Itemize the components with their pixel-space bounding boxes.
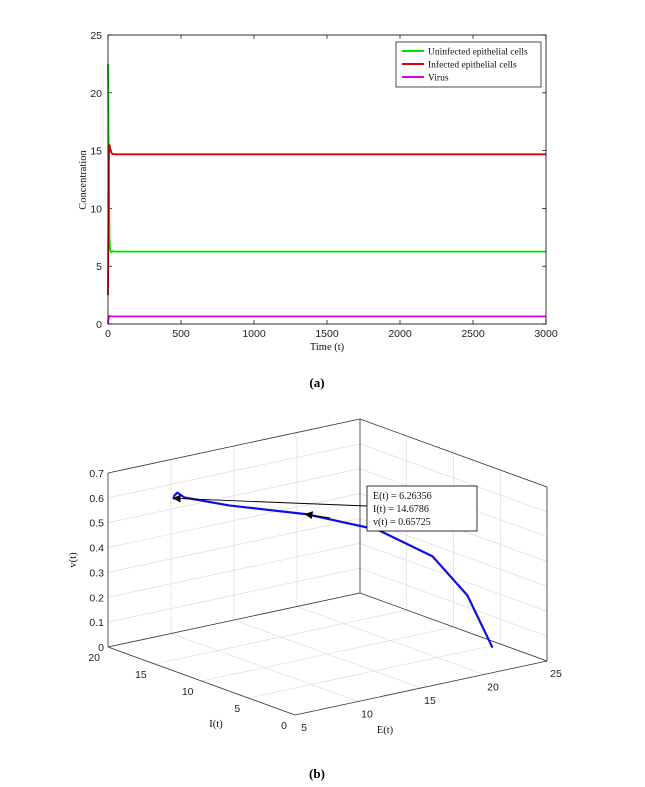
x-tick-label: 500	[172, 328, 190, 340]
direction-arrow	[304, 511, 331, 520]
grid-line-floor-i	[248, 643, 501, 699]
i-tick-label: 0	[281, 720, 287, 732]
z-tick-label: 0.6	[89, 493, 104, 505]
series-line-0	[107, 63, 546, 254]
y-tick-label: 5	[96, 261, 102, 273]
chart-a-tick-labels: 0 500 1000 1500 2000 2500 3000 0 5 10 15 20 25	[90, 30, 558, 340]
i-tick-label: 10	[182, 686, 194, 698]
axis-edge	[107, 646, 296, 716]
annotation-box	[366, 485, 478, 532]
chart-a-xlabel: Time (t)	[310, 342, 345, 353]
trajectory-line	[172, 491, 494, 648]
e-tick-label: 10	[361, 709, 373, 721]
y-tick-label: 25	[90, 30, 102, 42]
series-line-1	[107, 143, 546, 296]
z-tick-label: 0.5	[89, 518, 104, 530]
axis-edge	[107, 592, 361, 648]
x-tick-label: 2500	[461, 328, 485, 340]
e-tick-label: 25	[550, 668, 562, 680]
annotation-arrow	[172, 494, 368, 507]
z-tick-label: 0.4	[89, 543, 104, 555]
chart-b-xlabel: E(t)	[377, 725, 394, 736]
axis-edge	[294, 660, 548, 716]
e-tick-label: 20	[487, 682, 499, 694]
y-tick-label: 0	[96, 319, 102, 331]
caption-a: (a)	[309, 375, 324, 390]
chart-b-ylabel: I(t)	[209, 719, 223, 730]
chart-b-grid	[107, 418, 548, 716]
annotation-line-v: v(t) = 0.65725	[373, 517, 431, 528]
z-tick-label: 0.7	[89, 468, 104, 480]
legend-label-1: Infected epithelial cells	[428, 60, 517, 71]
z-tick-label: 0.3	[89, 567, 104, 579]
grid-line-floor-i	[154, 609, 407, 665]
legend-label-0: Uninfected epithelial cells	[428, 47, 528, 58]
x-tick-label: 3000	[534, 328, 558, 340]
chart-b: 00.10.20.30.40.50.60.705101520510152025 …	[68, 418, 562, 781]
axis-edge	[359, 592, 548, 662]
x-tick-label: 0	[105, 328, 111, 340]
grid-line-floor-i	[201, 626, 454, 682]
z-tick-label: 0	[98, 642, 104, 654]
chart-b-tick-labels: 0 0.1 0.2 0.3 0.4 0.5 0.6 0.7 0 5 10 15 20 5 10 15 20 25	[88, 468, 562, 734]
axis-edge	[107, 418, 361, 474]
e-tick-label: 5	[301, 722, 307, 734]
chart-a-series	[107, 63, 546, 324]
z-tick-label: 0.1	[89, 617, 104, 629]
caption-b: (b)	[309, 766, 325, 781]
y-tick-label: 20	[90, 88, 102, 100]
chart-a-frame	[107, 34, 547, 325]
chart-a-ylabel: Concentration	[78, 150, 89, 210]
z-tick-label: 0.2	[89, 592, 104, 604]
chart-a: 0 500 1000 1500 2000 2500 3000 0 5 10 15 20 25 Time …	[78, 30, 558, 390]
chart-b-zlabel: v(t)	[68, 552, 79, 568]
y-tick-label: 15	[90, 146, 102, 158]
e-tick-label: 15	[424, 695, 436, 707]
legend-items: Uninfected epithelial cells Infected epit…	[402, 47, 528, 84]
chart-a-legend: Uninfected epithelial cells Infected epit…	[395, 41, 542, 88]
x-tick-label: 2000	[388, 328, 412, 340]
x-tick-label: 1000	[242, 328, 266, 340]
chart-b-trajectory-group	[172, 491, 494, 648]
legend-label-2: Virus	[428, 74, 449, 84]
axis-edge	[359, 418, 548, 488]
i-tick-label: 15	[135, 669, 147, 681]
annotation-line-i: I(t) = 14.6786	[373, 504, 429, 515]
i-tick-label: 5	[234, 703, 240, 715]
chart-b-annotation: E(t) = 6.26356 I(t) = 14.6786 v(t) = 0.6…	[172, 485, 478, 532]
i-tick-label: 20	[88, 652, 100, 664]
y-tick-label: 10	[90, 203, 102, 215]
annotation-line-e: E(t) = 6.26356	[373, 491, 432, 502]
x-tick-label: 1500	[315, 328, 339, 340]
